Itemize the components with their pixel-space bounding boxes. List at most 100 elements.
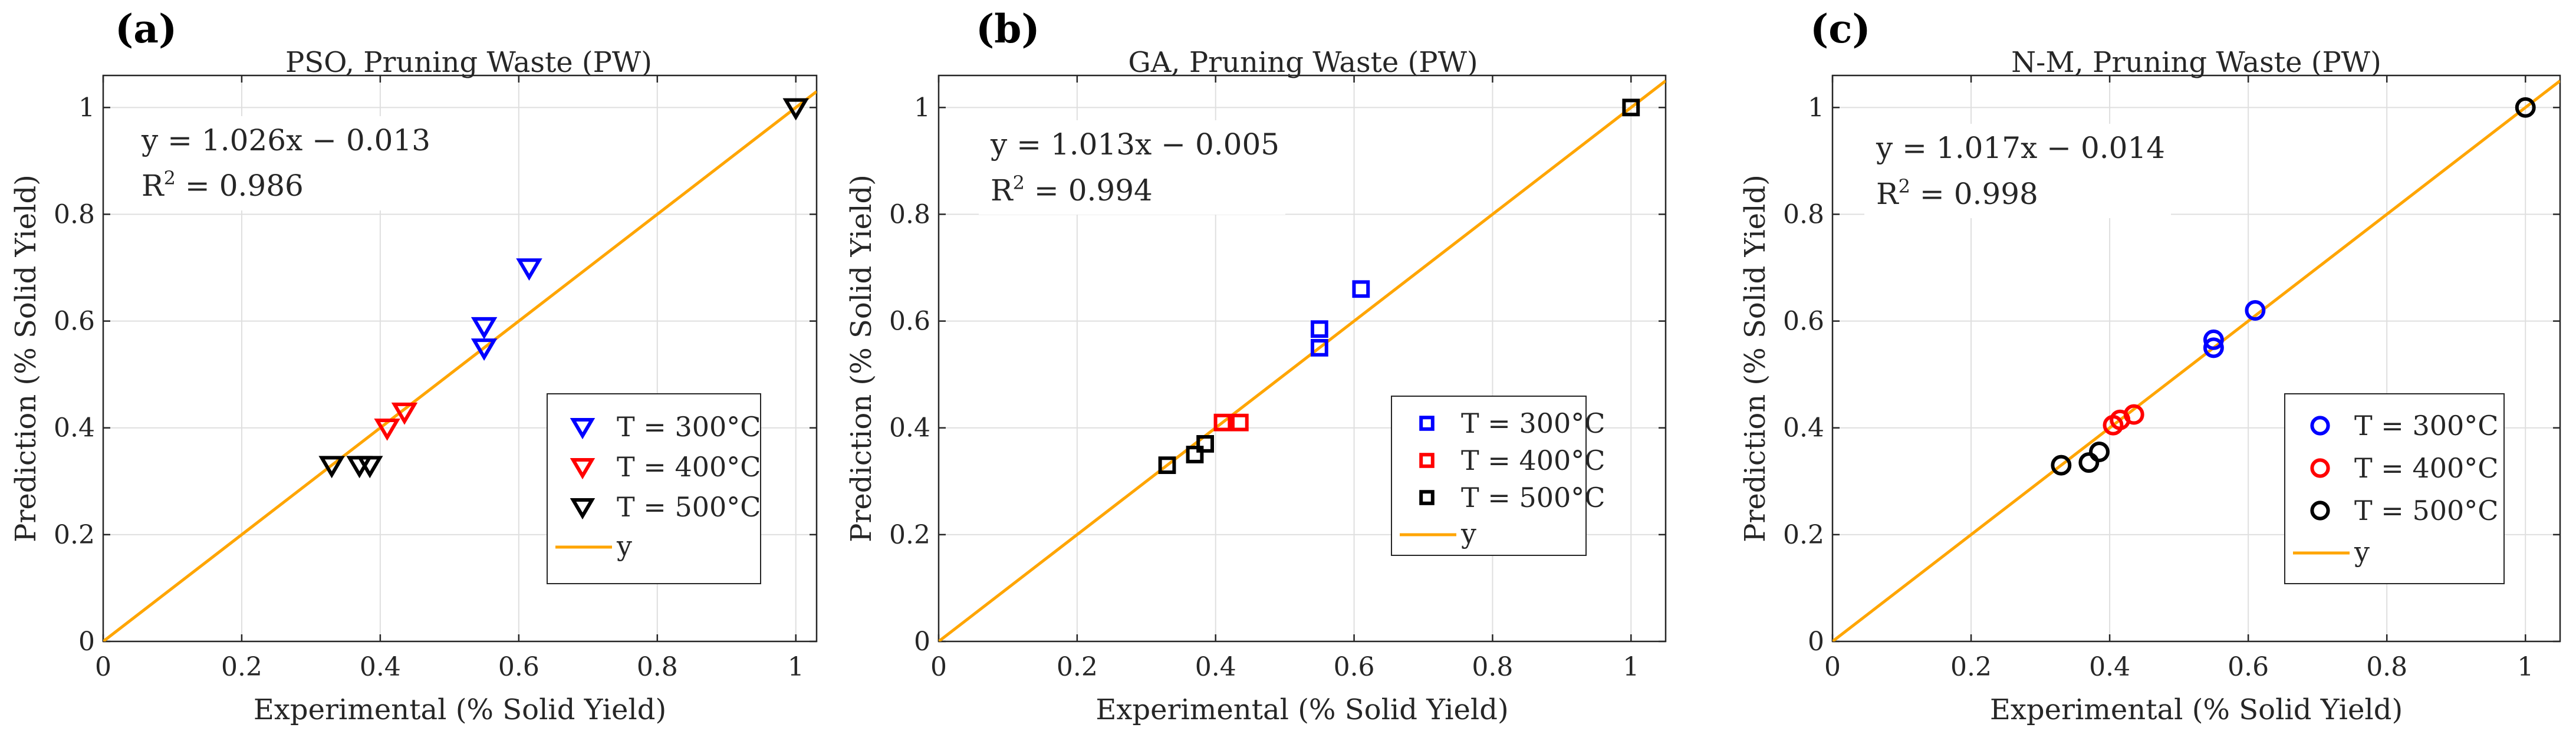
legend-entry-label: y	[1460, 518, 1476, 549]
chart-title: GA, Pruning Waste (PW)	[1128, 46, 1478, 79]
data-point	[318, 456, 345, 479]
x-tick-label: 0.4	[1195, 652, 1236, 682]
y-tick-label: 1	[78, 93, 95, 123]
equation-backdrop	[130, 116, 436, 210]
panel-label: (c)	[1810, 6, 1871, 52]
plot-content	[1833, 80, 2560, 641]
data-point	[2123, 404, 2144, 425]
data-point	[1231, 413, 1249, 432]
legend: T = 300°C T = 400°C T = 500°C y	[1391, 396, 1605, 556]
data-point	[782, 98, 810, 121]
axes-frame	[102, 74, 818, 643]
r-squared: R2 = 0.994	[991, 172, 1153, 208]
legend-marker	[570, 498, 596, 520]
x-tick-label: 0	[1824, 652, 1841, 682]
data-point	[2089, 442, 2110, 462]
legend-entry-label: T = 500°C	[2354, 495, 2498, 526]
r2-superscript: 2	[1013, 172, 1025, 194]
legend-marker	[1419, 416, 1435, 431]
chart-panel-2: 0 0.2 0.4 0.6 0.8 1 0 0.2 0.4 0.6 0.8 1 Experimental…	[845, 6, 1667, 726]
legend-entry-label: T = 500°C	[1461, 482, 1605, 513]
data-point	[1196, 435, 1214, 453]
x-axis-label: Experimental (% Solid Yield)	[1095, 693, 1508, 726]
data-point	[2203, 329, 2224, 350]
y-tick-label: 0	[78, 627, 95, 657]
x-tick-label: 0.8	[2366, 652, 2407, 682]
series-1	[2203, 300, 2266, 358]
legend-entry-label: T = 400°C	[2354, 452, 2498, 484]
x-tick-label: 1	[2517, 652, 2534, 682]
data-point	[1352, 280, 1370, 298]
r2-superscript: 2	[1899, 175, 1910, 197]
legend-marker	[570, 418, 596, 440]
x-tick-label: 0.8	[637, 652, 678, 682]
y-axis-label: Prediction (% Solid Yield)	[9, 175, 42, 542]
r2-prefix: R	[1876, 177, 1899, 211]
y-tick-label: 0	[1808, 627, 1824, 657]
x-tick-label: 0.4	[2089, 652, 2130, 682]
legend: T = 300°C T = 400°C T = 500°C y	[2284, 393, 2505, 584]
x-tick-label: 0.2	[221, 652, 262, 682]
axes-frame	[937, 74, 1667, 643]
y-axis-label: Prediction (% Solid Yield)	[845, 175, 878, 542]
chart-title: PSO, Pruning Waste (PW)	[285, 46, 652, 79]
x-tick-label: 0.4	[360, 652, 401, 682]
data-point	[357, 456, 383, 479]
x-axis-label: Experimental (% Solid Yield)	[254, 693, 666, 726]
y-tick-label: 0.4	[889, 413, 930, 443]
chart-panel-3: 0 0.2 0.4 0.6 0.8 1 0 0.2 0.4 0.6 0.8 1 Experimental…	[1739, 6, 2561, 726]
legend-marker	[1419, 490, 1435, 505]
r2-prefix: R	[142, 169, 165, 203]
legend-marker	[2310, 501, 2330, 521]
panel-label: (b)	[976, 6, 1040, 52]
series-3	[2051, 97, 2536, 476]
series-2	[1213, 413, 1249, 432]
y-tick-label: 0	[914, 627, 930, 657]
data-point	[2051, 455, 2072, 476]
x-tick-label: 0.8	[1472, 652, 1513, 682]
x-tick-label: 1	[788, 652, 804, 682]
y-axis-label: Prediction (% Solid Yield)	[1739, 175, 1772, 542]
legend-box	[1391, 396, 1587, 556]
legend-entry-label: T = 400°C	[617, 451, 761, 483]
y-tick-label: 0.8	[889, 199, 930, 229]
legend-marker	[2310, 416, 2330, 436]
x-tick-label: 0	[95, 652, 111, 682]
legend-entry-label: T = 300°C	[2354, 410, 2498, 442]
y-tick-label: 0.4	[1783, 413, 1824, 443]
data-point	[516, 258, 542, 281]
series-3	[1158, 98, 1640, 475]
data-point	[2245, 300, 2266, 321]
reference-line-y	[103, 90, 817, 641]
series-1	[471, 258, 542, 361]
plot-content	[103, 90, 817, 641]
x-axis-label: Experimental (% Solid Yield)	[1990, 693, 2403, 726]
data-point	[471, 317, 498, 340]
legend-marker	[1419, 453, 1435, 468]
plot-content	[939, 80, 1666, 641]
x-tick-label: 0.2	[1950, 652, 1992, 682]
y-tick-label: 0.2	[1783, 520, 1824, 550]
data-point	[1310, 320, 1328, 338]
equation-backdrop	[979, 120, 1285, 215]
y-tick-label: 0.8	[1783, 199, 1824, 229]
data-point	[374, 418, 400, 441]
panel-label: (a)	[115, 6, 177, 52]
x-tick-label: 0.2	[1057, 652, 1098, 682]
r2-value: = 0.986	[176, 169, 304, 203]
data-point	[1186, 446, 1204, 463]
axes-frame	[1831, 74, 2561, 643]
y-tick-label: 0.6	[54, 307, 95, 337]
r2-value: = 0.994	[1025, 173, 1153, 208]
x-tick-label: 0.6	[1334, 652, 1375, 682]
y-tick-label: 1	[1808, 93, 1824, 123]
series-2	[2103, 404, 2144, 436]
legend-entry-label: T = 400°C	[1461, 445, 1605, 476]
r2-prefix: R	[991, 173, 1014, 208]
data-point	[1158, 456, 1176, 475]
legend-marker	[570, 458, 596, 480]
r2-value: = 0.998	[1910, 177, 2038, 211]
data-point	[2078, 452, 2100, 473]
chart-panel-1: 0 0.2 0.4 0.6 0.8 1 0 0.2 0.4 0.6 0.8 1 Experimental…	[9, 6, 818, 726]
